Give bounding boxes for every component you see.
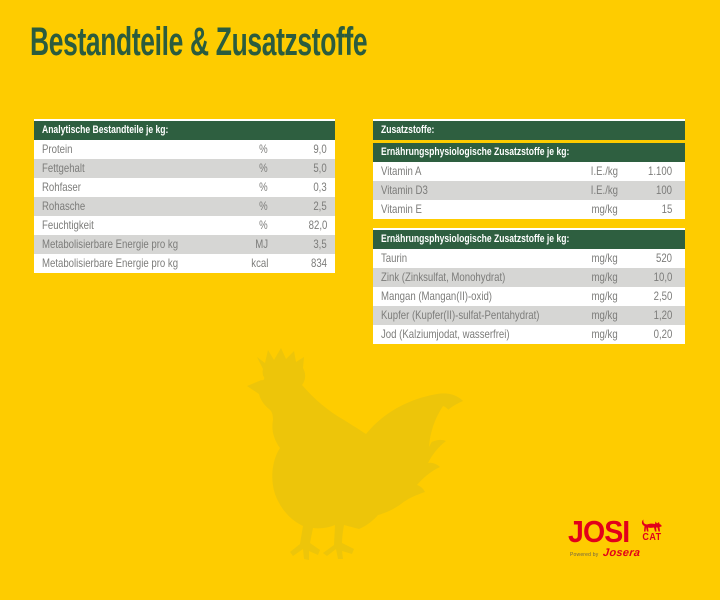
table-row: Fettgehalt % 5,0 (34, 159, 335, 178)
josicat-logo: JOSI CAT Powered by Josera (568, 514, 668, 559)
table-row: Vitamin D3 I.E./kg 100 (373, 181, 685, 200)
analytical-constituents-table: Analytische Bestandteile je kg: Protein … (34, 119, 335, 273)
table-row: Protein % 9,0 (34, 140, 335, 159)
brand-name: JOSI (568, 514, 630, 549)
table-row: Vitamin A I.E./kg 1.100 (373, 162, 685, 181)
table-row: Kupfer (Kupfer(II)-sulfat-Pentahydrat) m… (373, 306, 685, 325)
nutritional-additives-table: Ernährungsphysiologische Zusatzstoffe je… (373, 228, 685, 344)
table-row: Feuchtigkeit % 82,0 (34, 216, 335, 235)
table-header: Ernährungsphysiologische Zusatzstoffe je… (373, 230, 685, 249)
cat-silhouette-icon (641, 519, 662, 532)
table-row: Zink (Zinksulfat, Monohydrat) mg/kg 10,0 (373, 268, 685, 287)
table-row: Metabolisierbare Energie pro kg MJ 3,5 (34, 235, 335, 254)
product-line-label: CAT (642, 532, 662, 543)
table-row: Rohfaser % 0,3 (34, 178, 335, 197)
additives-table: Zusatzstoffe: Ernährungsphysiologische Z… (373, 119, 685, 219)
table-row: Taurin mg/kg 520 (373, 249, 685, 268)
rooster-silhouette-icon (247, 348, 467, 560)
table-row: Rohasche % 2,5 (34, 197, 335, 216)
table-row: Vitamin E mg/kg 15 (373, 200, 685, 219)
table-header: Analytische Bestandteile je kg: (34, 121, 335, 140)
table-header: Zusatzstoffe: (373, 121, 685, 140)
company-wordmark: Josera (602, 547, 642, 559)
table-row: Mangan (Mangan(II)-oxid) mg/kg 2,50 (373, 287, 685, 306)
table-row: Jod (Kalziumjodat, wasserfrei) mg/kg 0,2… (373, 325, 685, 344)
header-divider (373, 140, 685, 143)
powered-by-label: Powered by (570, 552, 599, 558)
page-title: Bestandteile & Zusatzstoffe (30, 20, 368, 64)
table-row: Metabolisierbare Energie pro kg kcal 834 (34, 254, 335, 273)
table-subheader: Ernährungsphysiologische Zusatzstoffe je… (373, 143, 685, 162)
